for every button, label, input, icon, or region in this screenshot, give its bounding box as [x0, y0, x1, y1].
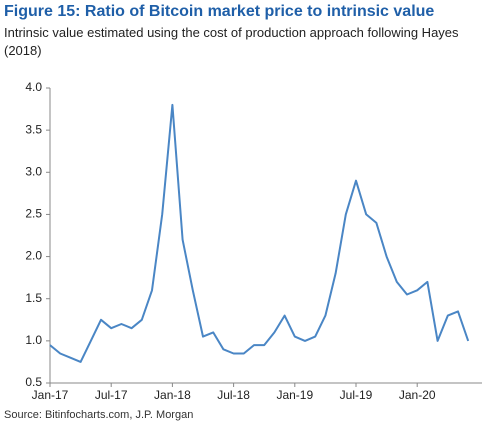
chart-source: Source: Bitinfocharts.com, J.P. Morgan	[4, 409, 193, 421]
x-tick-label: Jul-18	[217, 388, 250, 402]
y-tick-label: 3.0	[25, 164, 42, 178]
x-tick-label: Jan-17	[32, 388, 69, 402]
data-line	[49, 103, 470, 363]
x-tick-label: Jan-18	[154, 388, 191, 402]
x-tick-label: Jul-19	[340, 388, 373, 402]
x-tick-label: Jan-20	[399, 388, 436, 402]
y-tick-label: 4.0	[25, 80, 42, 94]
x-tick-label: Jul-17	[95, 388, 128, 402]
subtitle-box: Intrinsic value estimated using the cost…	[4, 25, 459, 58]
chart-title: Figure 15: Ratio of Bitcoin market price…	[4, 3, 434, 20]
x-tick-label: Jan-19	[276, 388, 313, 402]
y-tick-label: 2.5	[25, 207, 42, 221]
y-tick-label: 2.0	[25, 249, 42, 263]
y-tick-label: 0.5	[25, 375, 42, 389]
y-tick-label: 3.5	[25, 122, 42, 136]
chart-subtitle: Intrinsic value estimated using the cost…	[4, 25, 459, 58]
y-tick-label: 1.5	[25, 291, 42, 305]
y-tick-label: 1.0	[25, 333, 42, 347]
